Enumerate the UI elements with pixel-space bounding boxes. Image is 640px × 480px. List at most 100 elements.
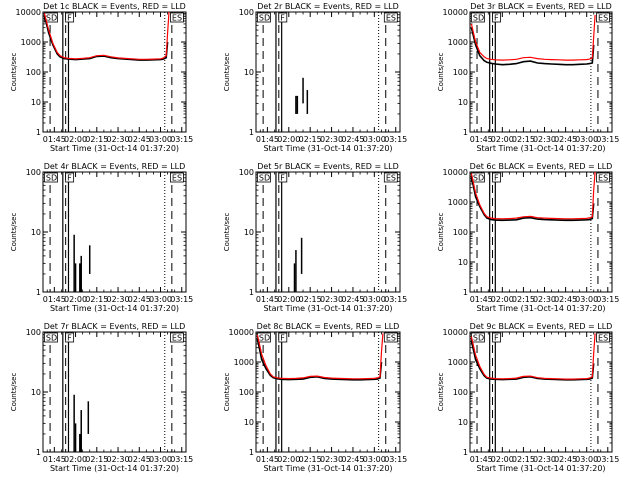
x-tick-label: 03:00	[575, 455, 598, 464]
y-tick-label: 10000	[16, 8, 41, 17]
x-tick-label: 03:15	[596, 135, 619, 144]
y-tick-label: 100	[26, 68, 41, 77]
y-tick-label: 1000	[448, 358, 468, 367]
panel-6: Det 6c BLACK = Events, RED = LLD 1 10 100 10…	[437, 162, 619, 313]
y-tick-label: 100	[239, 168, 254, 177]
x-tick-label: 02:30	[107, 135, 130, 144]
x-tick-label: 01:45	[43, 135, 66, 144]
events-line	[470, 176, 595, 222]
flag-label: ES	[598, 334, 608, 343]
x-tick-label: 02:45	[341, 135, 364, 144]
x-tick-label: 01:45	[256, 135, 279, 144]
x-tick-label: 02:30	[320, 295, 343, 304]
x-tick-label: 01:45	[43, 455, 66, 464]
flag-label-box	[44, 332, 58, 343]
y-tick-label: 10	[31, 98, 41, 107]
panel-2: Det 2r BLACK = Events, RED = LLD 1 10 100 01…	[223, 2, 407, 153]
events-line	[470, 340, 595, 381]
flag-label-box	[596, 332, 610, 343]
y-axis-label: Counts/sec	[10, 373, 18, 412]
panel-3: Det 3r BLACK = Events, RED = LLD 1 10 100 10…	[437, 2, 619, 153]
flag-label-box	[383, 332, 398, 343]
panel-7: Det 7r BLACK = Events, RED = LLD 1 10 100 01…	[10, 322, 193, 473]
x-tick-label: 02:30	[320, 135, 343, 144]
flag-label-box	[170, 332, 184, 343]
x-tick-label: 02:45	[341, 455, 364, 464]
flag-label: ES	[172, 174, 182, 183]
flag-label: SD	[46, 14, 57, 23]
panel-title: Det 3r BLACK = Events, RED = LLD	[470, 2, 612, 11]
panel-title: Det 5r BLACK = Events, RED = LLD	[257, 162, 399, 171]
x-axis-label: Start Time (31-Oct-14 01:37:20)	[263, 464, 392, 473]
x-tick-label: 02:45	[128, 295, 151, 304]
y-axis-label: Counts/sec	[223, 53, 231, 92]
panel-8: Det 8c BLACK = Events, RED = LLD 1 10 100 10…	[223, 322, 407, 473]
x-tick-label: 02:00	[277, 135, 300, 144]
lld-line	[256, 333, 384, 380]
flag-label-box	[278, 172, 288, 183]
y-tick-label: 1	[249, 448, 254, 457]
x-tick-label: 02:30	[107, 455, 130, 464]
x-tick-label: 03:00	[363, 295, 386, 304]
y-tick-label: 100	[453, 388, 468, 397]
flag-label: SD	[473, 174, 484, 183]
y-tick-label: 10	[31, 228, 41, 237]
x-tick-label: 01:45	[470, 135, 493, 144]
flag-label-box	[170, 12, 184, 23]
flag-label-box	[65, 12, 75, 23]
flag-label-box	[492, 12, 501, 23]
panel-4: Det 4r BLACK = Events, RED = LLD 1 10 100 01…	[10, 162, 193, 313]
x-tick-label: 02:15	[85, 455, 108, 464]
flag-label: SD	[259, 174, 270, 183]
flag-label-box	[65, 332, 75, 343]
x-axis-label: Start Time (31-Oct-14 01:37:20)	[50, 464, 179, 473]
x-tick-label: 03:00	[149, 295, 172, 304]
x-axis-label: Start Time (31-Oct-14 01:37:20)	[476, 464, 605, 473]
y-tick-label: 1000	[234, 358, 254, 367]
y-tick-label: 1000	[21, 38, 41, 47]
y-tick-label: 10	[244, 228, 254, 237]
y-axis-label: Counts/sec	[437, 53, 445, 92]
x-tick-label: 02:30	[320, 455, 343, 464]
panel-title: Det 8c BLACK = Events, RED = LLD	[257, 322, 400, 331]
flag-label: ES	[172, 14, 182, 23]
x-tick-label: 02:45	[128, 455, 151, 464]
events-line	[43, 14, 169, 61]
flag-label: F	[494, 174, 499, 183]
x-tick-label: 02:15	[512, 135, 535, 144]
x-tick-label: 03:15	[384, 295, 407, 304]
flag-label: F	[67, 174, 72, 183]
x-tick-label: 02:45	[128, 135, 151, 144]
y-tick-label: 10	[458, 98, 468, 107]
flag-label: SD	[473, 334, 484, 343]
y-tick-label: 1000	[448, 198, 468, 207]
flag-label: ES	[172, 334, 182, 343]
flag-label: ES	[598, 14, 608, 23]
flag-label-box	[44, 172, 58, 183]
y-tick-label: 1	[463, 448, 468, 457]
y-tick-label: 100	[453, 68, 468, 77]
x-tick-label: 02:15	[512, 455, 535, 464]
panel-title: Det 7r BLACK = Events, RED = LLD	[44, 322, 186, 331]
x-tick-label: 02:00	[64, 135, 87, 144]
x-tick-label: 02:00	[277, 295, 300, 304]
x-tick-label: 03:00	[575, 295, 598, 304]
x-tick-label: 02:15	[512, 295, 535, 304]
x-tick-label: 02:00	[491, 455, 514, 464]
x-tick-label: 03:15	[170, 135, 193, 144]
y-tick-label: 10	[244, 68, 254, 77]
y-tick-label: 10000	[443, 168, 468, 177]
x-tick-label: 03:00	[149, 135, 172, 144]
x-axis-label: Start Time (31-Oct-14 01:37:20)	[263, 304, 392, 313]
flag-label-box	[278, 12, 288, 23]
lld-line	[470, 333, 596, 380]
y-tick-label: 10	[244, 418, 254, 427]
flag-label: SD	[473, 14, 484, 23]
flag-label-box	[471, 12, 485, 23]
lld-line	[470, 14, 596, 61]
y-tick-label: 100	[239, 388, 254, 397]
flag-label-box	[492, 332, 501, 343]
panel-title: Det 2r BLACK = Events, RED = LLD	[257, 2, 399, 11]
x-tick-label: 03:15	[170, 455, 193, 464]
flag-label-box	[170, 172, 184, 183]
